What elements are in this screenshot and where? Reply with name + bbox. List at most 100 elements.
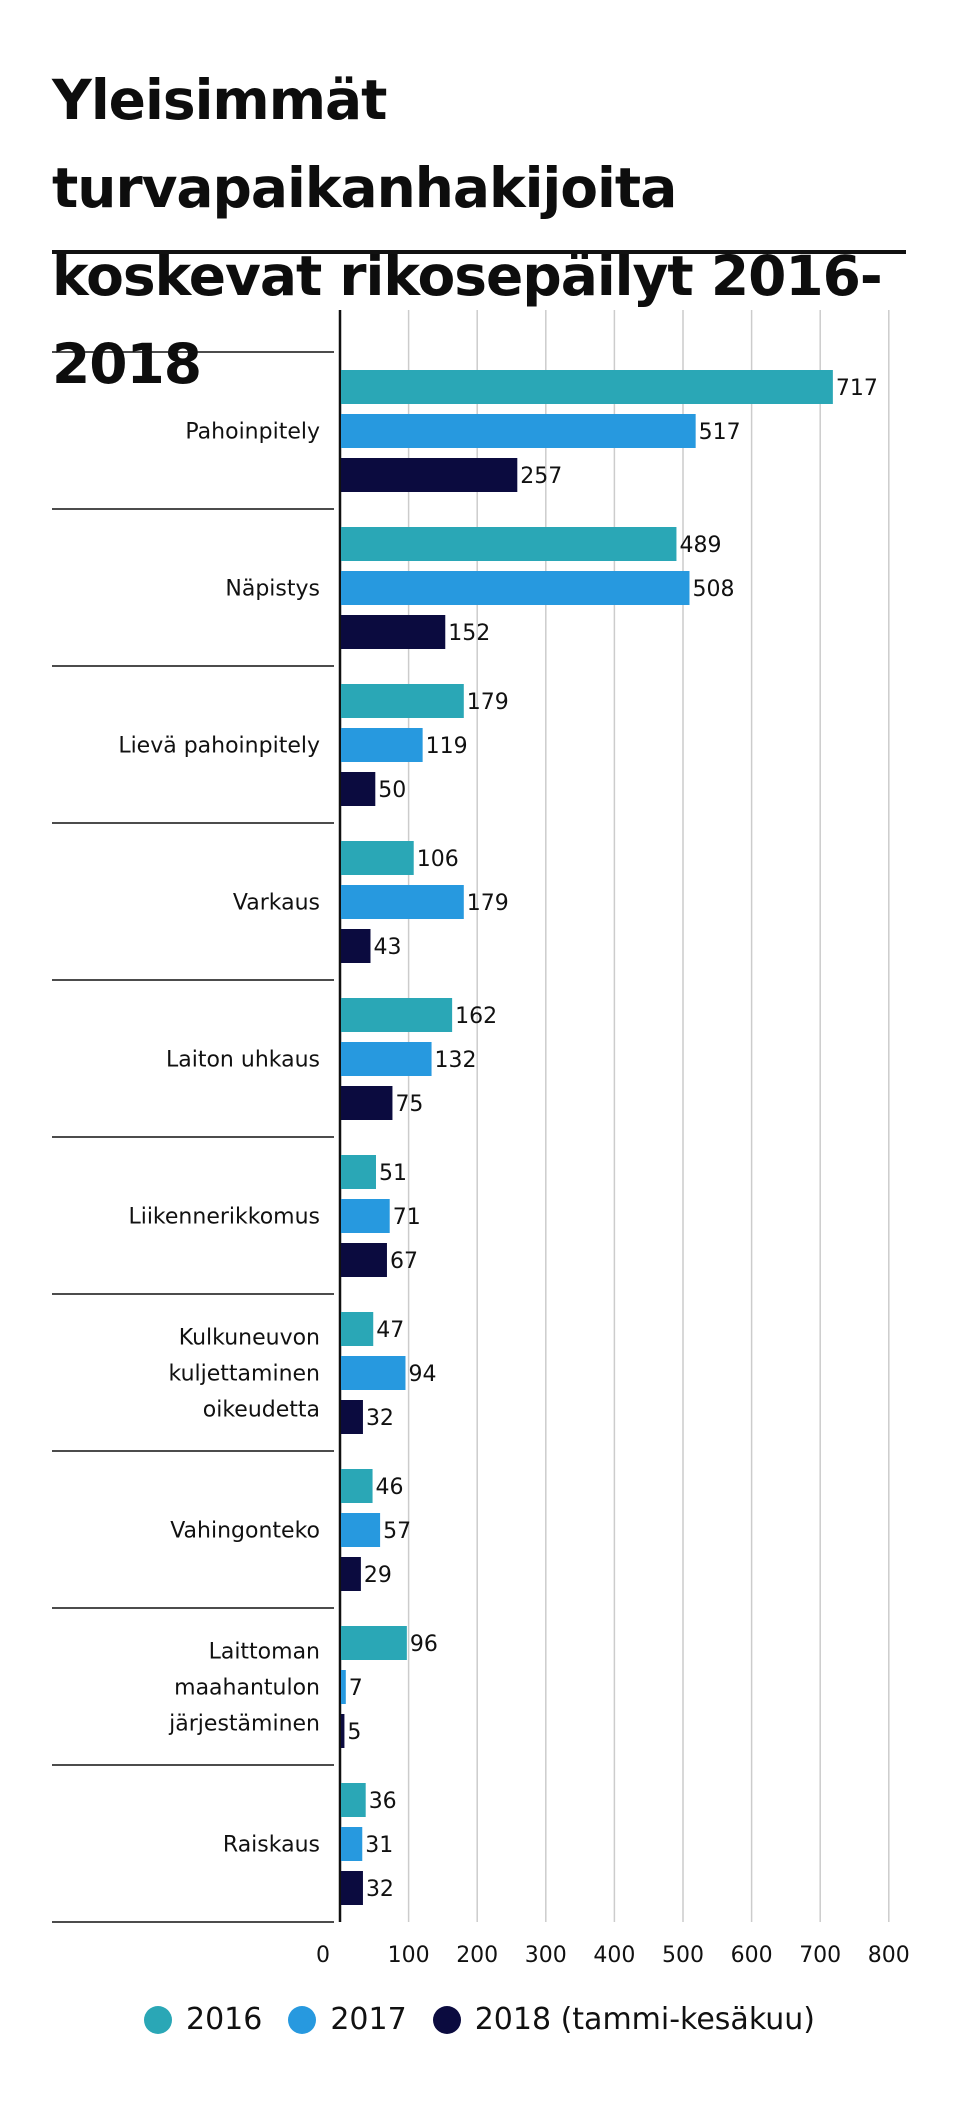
value-label: 96 — [410, 1632, 438, 1657]
value-label: 132 — [435, 1048, 477, 1073]
value-label: 106 — [417, 847, 459, 872]
category-label-line: Varkaus — [233, 891, 320, 916]
bar-2017-1 — [341, 571, 690, 605]
value-label: 29 — [364, 1563, 392, 1588]
x-tick-label: 600 — [731, 1943, 773, 1968]
x-tick-label: 500 — [662, 1943, 704, 1968]
bar-2017-4 — [341, 1042, 432, 1076]
bar-2017-3 — [341, 885, 464, 919]
value-label: 179 — [467, 891, 509, 916]
bar-2017-8 — [341, 1670, 346, 1704]
category-label-line: Kulkuneuvon — [179, 1326, 320, 1351]
bar-2018-5 — [341, 1243, 387, 1277]
legend-swatch-2018 — [432, 2005, 461, 2034]
value-label: 717 — [836, 376, 878, 401]
value-label: 162 — [455, 1004, 497, 1029]
category-label-line: maahantulon — [174, 1676, 320, 1701]
bar-2016-8 — [341, 1626, 407, 1660]
category-label-line: järjestäminen — [168, 1712, 320, 1737]
value-label: 57 — [383, 1519, 411, 1544]
x-tick-label: 200 — [456, 1943, 498, 1968]
x-tick-label: 700 — [799, 1943, 841, 1968]
category-label-line: Laittoman — [209, 1640, 320, 1665]
bar-2017-6 — [341, 1356, 406, 1390]
category-label-line: Liikennerikkomus — [128, 1205, 320, 1230]
x-tick-label: 100 — [388, 1943, 430, 1968]
category-label-line: Vahingonteko — [170, 1519, 320, 1544]
title-rule — [52, 250, 906, 254]
category-label-line: Pahoinpitely — [185, 420, 320, 445]
bar-2018-3 — [341, 929, 371, 963]
bar-2017-0 — [341, 414, 696, 448]
bar-2018-4 — [341, 1086, 393, 1120]
bar-2016-6 — [341, 1312, 374, 1346]
legend-item-2016: 2016 — [143, 2002, 263, 2037]
value-label: 67 — [390, 1249, 418, 1274]
x-tick-label: 300 — [525, 1943, 567, 1968]
value-label: 5 — [347, 1720, 361, 1745]
x-tick-label: 400 — [593, 1943, 635, 1968]
bar-2018-7 — [341, 1557, 361, 1591]
value-label: 75 — [395, 1092, 423, 1117]
value-label: 36 — [369, 1789, 397, 1814]
category-label: Laittoman maahantulon järjestäminen — [168, 1640, 320, 1737]
value-label: 257 — [520, 464, 562, 489]
legend-item-2018: 2018 (tammi-kesäkuu) — [432, 2002, 816, 2037]
chart-title: Yleisimmät turvapaikanhakijoita koskevat… — [52, 68, 883, 396]
bar-2016-7 — [341, 1469, 373, 1503]
bar-2016-4 — [341, 998, 453, 1032]
legend-label-2018: 2018 (tammi-kesäkuu) — [474, 2002, 816, 2037]
legend-label-2016: 2016 — [185, 2002, 263, 2037]
category-label-line: Laiton uhkaus — [166, 1048, 320, 1073]
bar-2016-1 — [341, 527, 677, 561]
legend-swatch-2016 — [143, 2005, 172, 2034]
value-label: 32 — [366, 1877, 394, 1902]
value-label: 179 — [467, 690, 509, 715]
category-label: Raiskaus — [223, 1833, 320, 1858]
value-label: 51 — [379, 1161, 407, 1186]
bar-2017-5 — [341, 1199, 390, 1233]
x-tick-label: 0 — [316, 1943, 330, 1968]
category-label-line: kuljettaminen — [169, 1362, 320, 1387]
bar-2018-6 — [341, 1400, 363, 1434]
bar-2018-8 — [341, 1714, 345, 1748]
category-label-line: Raiskaus — [223, 1833, 320, 1858]
value-label: 94 — [408, 1362, 436, 1387]
category-label: Varkaus — [233, 891, 320, 916]
value-label: 119 — [426, 734, 468, 759]
value-label: 489 — [679, 533, 721, 558]
bar-2017-9 — [341, 1827, 363, 1861]
legend: 2016 2017 2018 (tammi-kesäkuu) — [0, 2002, 959, 2037]
value-label: 7 — [349, 1676, 363, 1701]
bar-2018-1 — [341, 615, 446, 649]
bar-2016-3 — [341, 841, 414, 875]
bar-2016-2 — [341, 684, 464, 718]
category-label: Näpistys — [225, 577, 320, 602]
category-label-line: Lievä pahoinpitely — [118, 734, 320, 759]
bar-2017-7 — [341, 1513, 381, 1547]
bar-2018-0 — [341, 458, 518, 492]
value-label: 31 — [365, 1833, 393, 1858]
bar-2016-0 — [341, 370, 833, 404]
category-label: Laiton uhkaus — [166, 1048, 320, 1073]
x-tick-label: 800 — [868, 1943, 910, 1968]
bar-2016-9 — [341, 1783, 366, 1817]
category-label-line: oikeudetta — [203, 1398, 320, 1423]
bar-2017-2 — [341, 728, 423, 762]
value-label: 47 — [376, 1318, 404, 1343]
category-label-line: Näpistys — [225, 577, 320, 602]
legend-label-2017: 2017 — [330, 2002, 407, 2037]
category-label: Lievä pahoinpitely — [118, 734, 320, 759]
category-label: Liikennerikkomus — [128, 1205, 320, 1230]
category-label: Vahingonteko — [170, 1519, 320, 1544]
bar-2018-9 — [341, 1871, 363, 1905]
value-label: 71 — [393, 1205, 421, 1230]
value-label: 517 — [699, 420, 741, 445]
value-label: 50 — [378, 778, 406, 803]
bar-chart: 717517257Pahoinpitely489508152Näpistys17… — [52, 310, 910, 1968]
category-label: Kulkuneuvon kuljettaminen oikeudetta — [169, 1326, 320, 1423]
value-label: 32 — [366, 1406, 394, 1431]
bar-2018-2 — [341, 772, 376, 806]
value-label: 508 — [692, 577, 734, 602]
value-label: 152 — [448, 621, 490, 646]
